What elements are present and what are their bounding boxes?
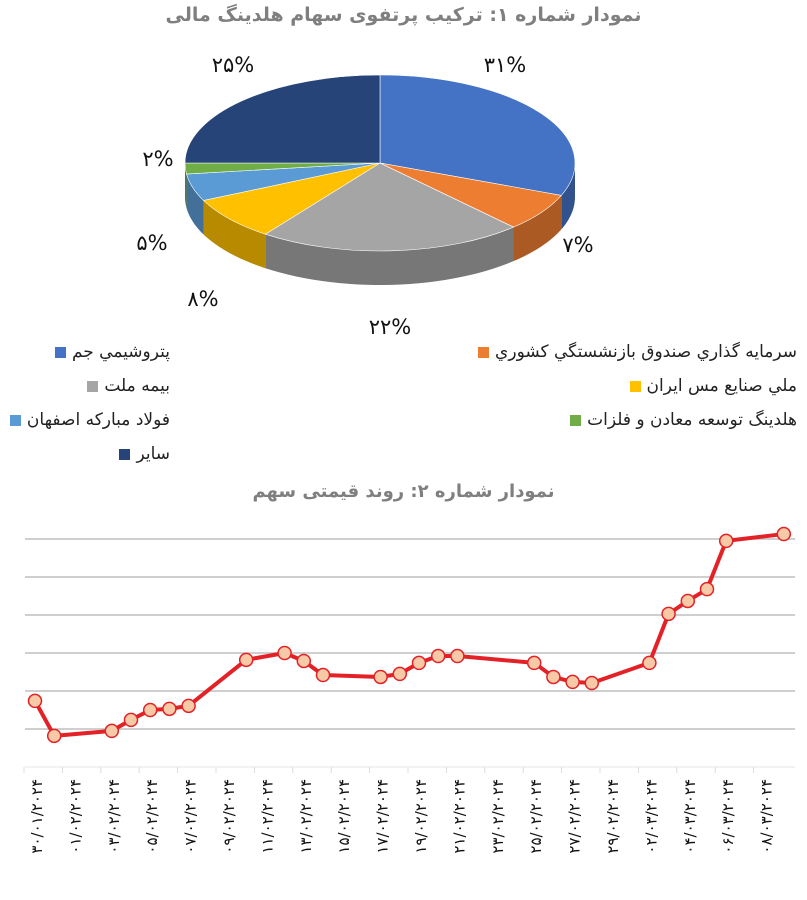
- x-tick-label: ۲۷/۰۲/۲۰۲۴: [566, 779, 584, 854]
- data-point: [699, 581, 715, 597]
- legend-swatch-icon: [9, 414, 21, 426]
- pie-data-label: ۲۵%: [212, 53, 255, 77]
- data-point: [546, 669, 561, 685]
- pie-data-label: ۳۱%: [484, 53, 527, 77]
- data-point: [315, 667, 331, 683]
- data-point: [123, 712, 139, 728]
- legend-swatch-icon: [570, 414, 582, 426]
- legend-item: هلدينگ توسعه معادن و فلزات: [570, 410, 797, 430]
- data-point: [661, 606, 676, 622]
- data-point: [642, 655, 657, 671]
- pie-slice-side: [185, 163, 187, 209]
- data-point: [584, 675, 600, 691]
- data-point: [680, 593, 696, 609]
- legend-item: بيمه ملت: [87, 376, 170, 396]
- legend-label: هلدينگ توسعه معادن و فلزات: [587, 410, 797, 430]
- pie-slice-side: [513, 195, 562, 262]
- data-point: [373, 669, 388, 685]
- pie-data-label: ۸%: [187, 287, 218, 311]
- data-point: [565, 674, 580, 690]
- legend-label: ساير: [136, 444, 170, 464]
- x-tick-label: ۰۵/۰۲/۲۰۲۴: [143, 779, 161, 854]
- pie-slice: [202, 162, 381, 235]
- data-point: [526, 655, 542, 671]
- legend-item: پتروشيمي جم: [54, 342, 170, 362]
- pie-slice-side: [186, 174, 204, 235]
- data-point: [142, 702, 158, 718]
- pie-slice-side: [203, 200, 266, 269]
- x-tick-label: ۳۰/۰۱/۲۰۲۴: [28, 779, 46, 854]
- legend-label: فولاد مبارکه اصفهان: [26, 410, 170, 430]
- x-tick-label: ۰۹/۰۲/۲۰۲۴: [220, 779, 238, 854]
- data-point: [411, 655, 427, 671]
- pie-slice: [379, 74, 576, 196]
- legend-swatch-icon: [54, 346, 66, 358]
- data-point: [776, 526, 792, 542]
- pie-slice-side: [265, 227, 514, 285]
- data-point: [277, 645, 292, 661]
- legend-item: ساير: [119, 444, 170, 464]
- data-point: [450, 648, 465, 664]
- x-tick-label: ۲۹/۰۲/۲۰۲۴: [604, 779, 622, 854]
- x-tick-label: ۰۱/۰۲/۲۰۲۴: [66, 779, 84, 854]
- data-point: [27, 693, 43, 709]
- pie-data-label: ۲۲%: [369, 315, 412, 335]
- legend-swatch-icon: [629, 380, 641, 392]
- data-point: [430, 648, 446, 664]
- x-tick-label: ۱۱/۰۲/۲۰۲۴: [258, 779, 276, 854]
- x-tick-label: ۲۱/۰۲/۲۰۲۴: [450, 779, 468, 854]
- x-tick-label: ۱۹/۰۲/۲۰۲۴: [412, 779, 430, 854]
- x-tick-label: ۰۳/۰۲/۲۰۲۴: [105, 779, 123, 854]
- pie-slice: [184, 74, 381, 164]
- legend-swatch-icon: [87, 380, 99, 392]
- pie-data-label: ۵%: [136, 231, 167, 255]
- pie-chart-title: نمودار شماره ۱: ترکیب پرتفوی سهام هلدینگ…: [165, 4, 642, 26]
- x-tick-label: ۲۳/۰۲/۲۰۲۴: [489, 779, 507, 854]
- legend-item: سرمايه گذاري صندوق بازنشستگي کشوري: [478, 342, 797, 362]
- x-tick-label: ۱۷/۰۲/۲۰۲۴: [374, 779, 392, 854]
- pie-slice: [264, 162, 515, 252]
- data-point: [162, 701, 177, 717]
- legend-item: ملي صنايع مس ايران: [629, 376, 797, 396]
- legend-swatch-icon: [478, 346, 490, 358]
- data-point: [718, 533, 734, 549]
- x-tick-label: ۰۶/۰۳/۲۰۲۴: [719, 779, 737, 854]
- x-tick-label: ۰۸/۰۳/۲۰۲۴: [758, 779, 776, 854]
- pie-data-label: ۷%: [562, 233, 593, 257]
- legend-label: بيمه ملت: [104, 376, 170, 396]
- data-point: [104, 723, 120, 739]
- legend-label: ملي صنايع مس ايران: [646, 376, 797, 396]
- x-tick-label: ۱۳/۰۲/۲۰۲۴: [297, 779, 315, 854]
- x-tick-label: ۰۲/۰۳/۲۰۲۴: [642, 779, 660, 854]
- line-chart: ۳۰/۰۱/۲۰۲۴ ۰۱/۰۲/۲۰۲۴ ۰۳/۰۲/۲۰۲۴ ۰۵/۰۲/۲۰۲۴…: [23, 526, 795, 854]
- pie-chart: ۳۱% ۷% ۲۲% ۸% ۵% ۲% ۲۵%: [136, 53, 593, 335]
- legend-swatch-icon: [119, 448, 131, 460]
- data-point: [392, 666, 408, 682]
- data-point: [296, 653, 312, 669]
- x-tick-label: ۰۷/۰۲/۲۰۲۴: [182, 779, 200, 854]
- legend-label: پتروشيمي جم: [71, 342, 170, 362]
- data-point: [46, 728, 62, 744]
- data-point: [238, 652, 254, 668]
- line-chart-title: نمودار شماره ۲: روند قیمتی سهم: [252, 481, 555, 502]
- x-tick-label: ۲۵/۰۲/۲۰۲۴: [527, 779, 545, 854]
- pie-data-label: ۲%: [142, 147, 173, 171]
- legend-item: فولاد مبارکه اصفهان: [9, 410, 170, 430]
- x-tick-label: ۱۵/۰۲/۲۰۲۴: [335, 779, 353, 854]
- data-point: [181, 698, 196, 714]
- x-tick-label: ۰۴/۰۳/۲۰۲۴: [681, 779, 699, 854]
- legend-label: سرمايه گذاري صندوق بازنشستگي کشوري: [495, 342, 797, 362]
